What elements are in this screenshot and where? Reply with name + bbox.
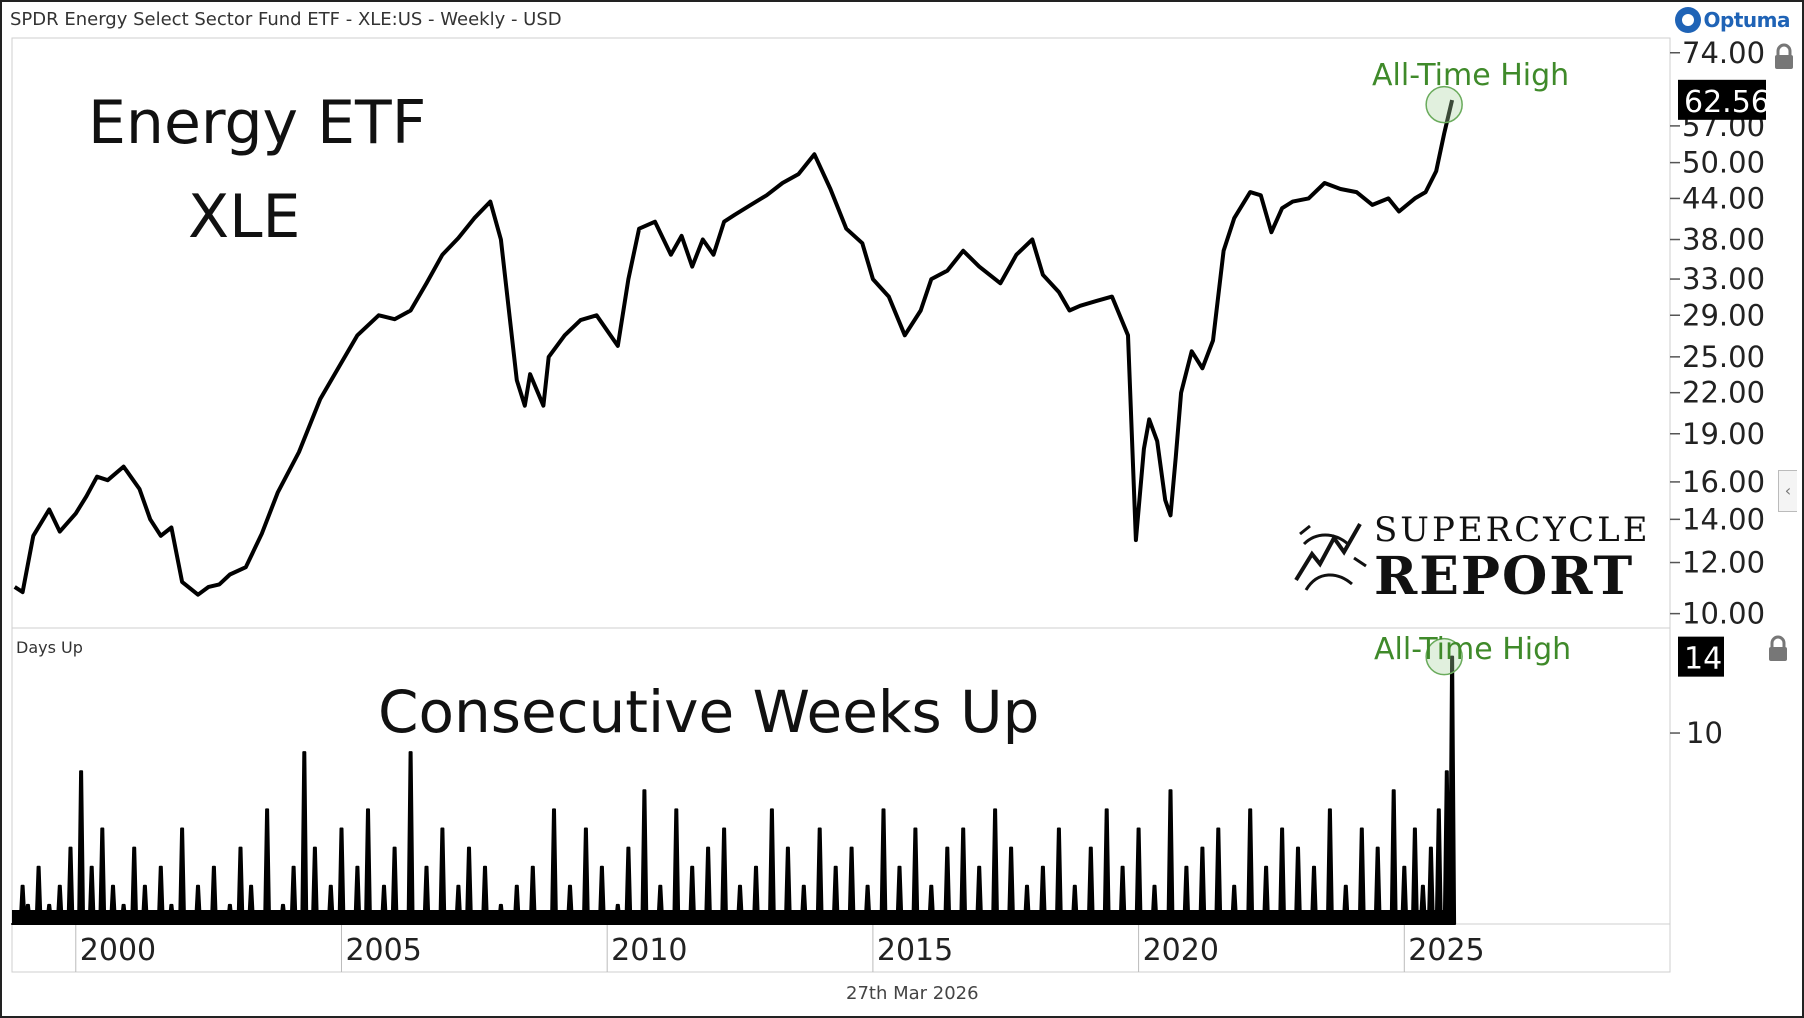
x-tick-label: 2025 [1408, 933, 1484, 968]
upper-all-time-high-annotation: All-Time High [1372, 58, 1570, 93]
upper-y-tick-label: 16.00 [1682, 465, 1765, 499]
optuma-logo: Optuma [1674, 6, 1791, 34]
upper-chart-title-line-1: Energy ETF [88, 88, 427, 158]
upper-y-tick-label: 50.00 [1682, 146, 1765, 180]
upper-y-tick-label: 44.00 [1682, 181, 1765, 215]
x-tick-label: 2005 [345, 933, 421, 968]
upper-current-value-box [1678, 79, 1766, 120]
brand-line-2: REPORT [1374, 546, 1635, 607]
indicator-label: Days Up [16, 638, 83, 657]
footer-date: 27th Mar 2026 [846, 983, 979, 1004]
upper-y-tick-label: 22.00 [1682, 376, 1765, 410]
lower-current-value-label: 14 [1684, 642, 1722, 677]
lower-lock-icon[interactable] [1766, 634, 1790, 664]
upper-y-tick-label: 14.00 [1682, 502, 1765, 536]
x-tick-label: 2010 [611, 933, 687, 968]
upper-y-tick-label: 12.00 [1682, 546, 1765, 580]
brand-line-1: SUPERCYCLE [1374, 510, 1651, 550]
collapse-panel-chevron-icon[interactable]: ‹ [1778, 470, 1797, 512]
upper-lock-icon[interactable] [1772, 42, 1796, 72]
upper-y-tick-label: 10.00 [1682, 597, 1765, 631]
lower-chart-title: Consecutive Weeks Up [378, 678, 1040, 746]
optuma-logo-text: Optuma [1703, 8, 1791, 32]
x-tick-label: 2020 [1143, 933, 1219, 968]
supercycle-bull-icon [1294, 523, 1367, 591]
upper-current-value-label: 62.56 [1684, 85, 1770, 120]
optuma-logo-icon [1674, 7, 1701, 33]
weeks-up-baseline [12, 910, 1450, 924]
supercycle-report-brand: SUPERCYCLE REPORT [1290, 510, 1648, 607]
lower-y-tick-label: 10 [1686, 716, 1723, 750]
x-tick-label: 2000 [80, 933, 156, 968]
lower-all-time-high-annotation: All-Time High [1374, 632, 1572, 667]
upper-y-tick-label: 38.00 [1682, 223, 1765, 257]
chart-header-title: SPDR Energy Select Sector Fund ETF - XLE… [10, 9, 562, 30]
upper-y-tick-label: 74.00 [1682, 36, 1765, 70]
price-series-line [13, 99, 1455, 597]
lower-ath-highlight-circle [1425, 637, 1463, 676]
upper-ath-highlight-circle [1425, 85, 1463, 124]
x-tick-label: 2015 [877, 933, 953, 968]
lower-plot-area [11, 627, 1671, 925]
upper-y-tick-label: 29.00 [1682, 298, 1765, 332]
upper-y-tick-label: 25.00 [1682, 340, 1765, 374]
upper-y-tick-label: 19.00 [1682, 417, 1765, 451]
upper-y-tick-label: 33.00 [1682, 262, 1765, 296]
upper-chart-title-line-2: XLE [188, 182, 301, 252]
lower-current-value-box [1678, 636, 1724, 677]
